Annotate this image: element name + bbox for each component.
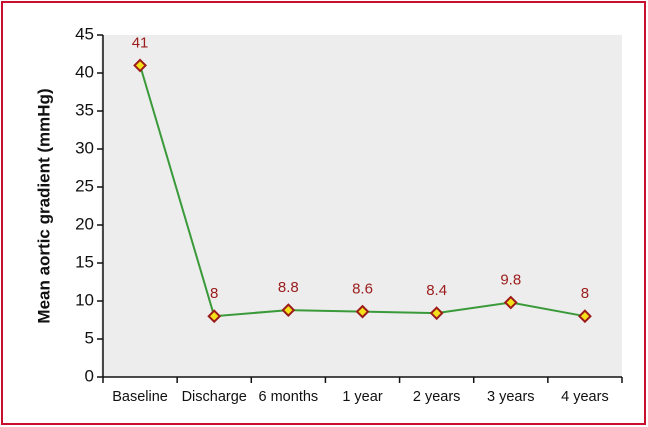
point-marker [207, 309, 222, 324]
value-label: 41 [132, 34, 149, 51]
value-label: 8.6 [352, 281, 373, 298]
x-tick-label: 4 years [561, 389, 609, 405]
value-label: 8.8 [278, 279, 299, 296]
value-label: 9.8 [500, 271, 521, 288]
point-marker [503, 295, 518, 310]
x-tick-label: 3 years [487, 389, 535, 405]
y-axis-title: Mean aortic gradient (mmHg) [34, 88, 53, 323]
x-tick-label: 1 year [342, 389, 382, 405]
y-tick-label: 20 [75, 214, 94, 233]
x-tick-label: 2 years [413, 389, 461, 405]
value-label: 8.4 [426, 282, 447, 299]
value-label: 8 [581, 285, 589, 302]
y-tick-label: 0 [85, 366, 94, 385]
x-tick-label: 6 months [259, 389, 319, 405]
y-tick-label: 35 [75, 100, 94, 119]
y-tick-label: 15 [75, 252, 94, 271]
y-tick-label: 30 [75, 138, 94, 157]
x-tick-label: Discharge [182, 389, 247, 405]
point-marker [133, 58, 147, 73]
y-tick-label: 45 [75, 24, 94, 43]
value-label: 8 [210, 285, 218, 302]
point-marker [355, 304, 370, 319]
point-marker [578, 309, 592, 324]
y-tick-label: 5 [85, 328, 94, 347]
x-tick-label: Baseline [112, 389, 168, 405]
point-marker [281, 303, 296, 318]
y-tick-label: 25 [75, 176, 94, 195]
point-marker [429, 306, 444, 321]
y-tick-label: 10 [75, 290, 94, 309]
y-tick-label: 40 [75, 62, 94, 81]
plot-area [101, 35, 622, 377]
